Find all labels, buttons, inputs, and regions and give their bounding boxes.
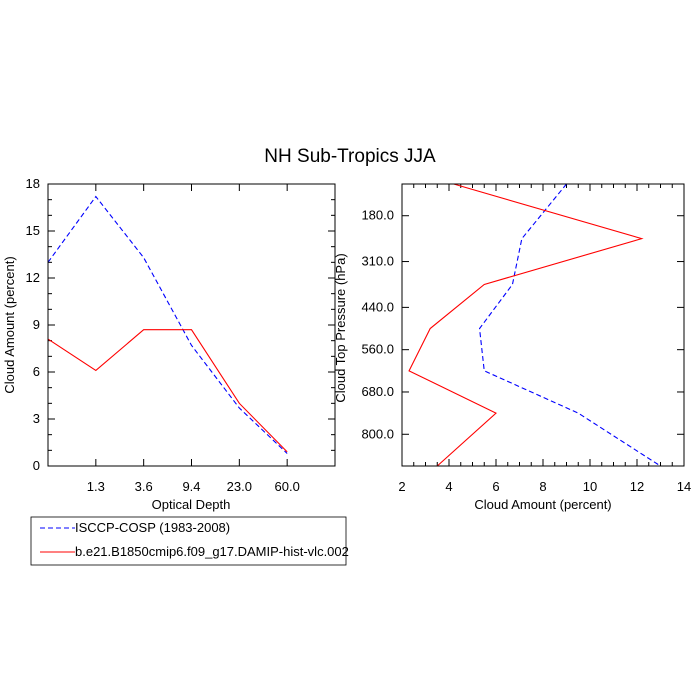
right-series-model-line bbox=[408, 183, 644, 467]
left-y-tick-label: 6 bbox=[33, 364, 40, 379]
right-x-tick-label: 10 bbox=[583, 479, 597, 494]
right-x-tick-label: 8 bbox=[539, 479, 546, 494]
left-y-tick-label: 3 bbox=[33, 411, 40, 426]
right-y-tick-label: 310.0 bbox=[361, 254, 394, 269]
right-x-tick-label: 4 bbox=[445, 479, 452, 494]
left-gridticks: 0 3 6 9 12 15 18 1.3 3.6 9.4 23.0 60.0 bbox=[26, 176, 335, 494]
left-x-tick-label: 60.0 bbox=[275, 479, 300, 494]
right-x-tick-label: 6 bbox=[492, 479, 499, 494]
right-x-tick-label: 12 bbox=[630, 479, 644, 494]
legend-label-isccp: ISCCP-COSP (1983-2008) bbox=[75, 520, 230, 535]
right-y-tick-label: 680.0 bbox=[361, 384, 394, 399]
right-y-axis-label: Cloud Top Pressure (hPa) bbox=[333, 253, 348, 402]
right-plot-frame bbox=[401, 183, 685, 467]
right-x-tick-label: 2 bbox=[398, 479, 405, 494]
right-y-tick-label: 560.0 bbox=[361, 342, 394, 357]
right-series-isccp-line bbox=[478, 183, 661, 467]
right-y-tick-label: 800.0 bbox=[361, 426, 394, 441]
left-x-axis-label: Optical Depth bbox=[152, 497, 231, 512]
left-plot-frame bbox=[47, 183, 336, 467]
right-gridticks: 2 4 6 8 10 12 14 180.0 310.0 440.0 560.0 680.0 800.0 bbox=[361, 184, 691, 494]
left-y-axis-label: Cloud Amount (percent) bbox=[2, 256, 17, 393]
left-x-tick-label: 23.0 bbox=[227, 479, 252, 494]
right-y-tick-label: 440.0 bbox=[361, 299, 394, 314]
legend-label-model: b.e21.B1850cmip6.f09_g17.DAMIP-hist-vlc.… bbox=[75, 544, 349, 559]
legend-box bbox=[30, 516, 347, 566]
left-series bbox=[47, 195, 288, 454]
right-panel: 2 4 6 8 10 12 14 180.0 310.0 440.0 560.0 680.0 800.0… bbox=[333, 183, 691, 512]
left-series-model-line bbox=[47, 329, 288, 453]
legend: ISCCP-COSP (1983-2008) b.e21.B1850cmip6.… bbox=[30, 516, 349, 566]
right-x-tick-label: 14 bbox=[677, 479, 691, 494]
right-x-axis-label: Cloud Amount (percent) bbox=[474, 497, 611, 512]
left-y-tick-label: 0 bbox=[33, 458, 40, 473]
left-x-tick-label: 1.3 bbox=[87, 479, 105, 494]
left-x-tick-label: 3.6 bbox=[135, 479, 153, 494]
left-y-tick-label: 9 bbox=[33, 317, 40, 332]
left-y-tick-label: 18 bbox=[26, 176, 40, 191]
left-y-tick-label: 15 bbox=[26, 223, 40, 238]
right-series bbox=[408, 183, 661, 467]
figure-title: NH Sub-Tropics JJA bbox=[264, 146, 436, 167]
left-panel: 0 3 6 9 12 15 18 1.3 3.6 9.4 23.0 60.0 Optical Dept… bbox=[2, 176, 336, 512]
left-series-isccp-line bbox=[47, 195, 288, 454]
left-x-tick-label: 9.4 bbox=[182, 479, 200, 494]
right-y-tick-label: 180.0 bbox=[361, 208, 394, 223]
left-y-tick-label: 12 bbox=[26, 270, 40, 285]
